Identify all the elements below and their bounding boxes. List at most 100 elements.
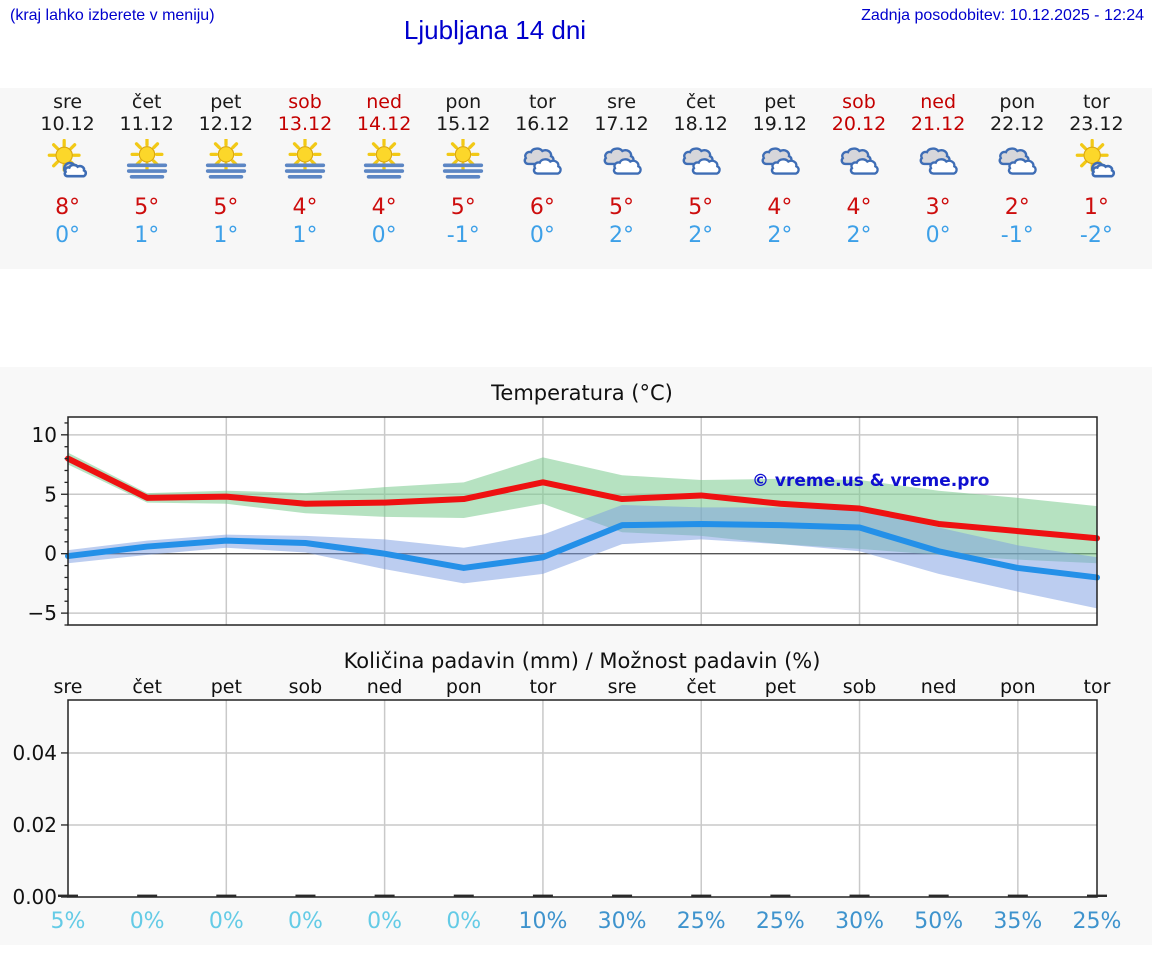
low-temp: -1°	[1000, 223, 1034, 248]
cloudy-icon	[978, 139, 1057, 187]
y-tick-label: −5	[28, 601, 57, 625]
low-temp: 1°	[134, 223, 160, 248]
day-label: pet	[765, 676, 796, 698]
forecast-strip: sre 10.12 8° 0° čet 11.12 5° 1° pet 12.12 5° 1° sob 1…	[0, 88, 1152, 269]
day-date: 22.12	[990, 113, 1045, 135]
high-temp: 5°	[134, 195, 160, 220]
day-label: sre	[54, 676, 83, 698]
day-label: sob	[289, 676, 323, 698]
high-temp: 5°	[688, 195, 714, 220]
high-temp: 1°	[1083, 195, 1109, 220]
day-name: pon	[445, 91, 482, 113]
low-temp: 0°	[925, 223, 951, 248]
cloudy-icon	[661, 139, 740, 187]
precip-bar	[1007, 894, 1028, 897]
y-tick-label: 0.00	[12, 885, 57, 909]
day-date: 17.12	[594, 113, 649, 135]
day-column: ned 21.12 3° 0°	[899, 88, 978, 269]
precip-probability-label: 35%	[993, 909, 1042, 934]
low-temp: -1°	[446, 223, 480, 248]
precip-probability-label: 0%	[446, 909, 481, 934]
low-temp: 2°	[688, 223, 714, 248]
precip-probability-label: 5%	[51, 909, 86, 934]
day-name: sre	[53, 91, 83, 113]
page-title: Ljubljana 14 dni	[403, 15, 587, 45]
day-column: čet 11.12 5° 1°	[107, 88, 186, 269]
precip-bar	[532, 894, 553, 897]
sun-fog-icon	[107, 137, 186, 187]
day-column: sre 10.12 8° 0°	[28, 88, 107, 269]
day-column: sob 20.12 4° 2°	[819, 88, 898, 269]
low-temp: 1°	[292, 223, 318, 248]
day-column: tor 16.12 6° 0°	[503, 88, 582, 269]
high-temp: 4°	[292, 195, 318, 220]
day-label: čet	[686, 676, 716, 698]
low-temp: 0°	[371, 223, 397, 248]
day-column: pet 19.12 4° 2°	[740, 88, 819, 269]
high-temp: 4°	[371, 195, 397, 220]
precip-probability-label: 10%	[518, 909, 567, 934]
day-label: čet	[132, 676, 162, 698]
precip-bar	[928, 894, 949, 897]
cloudy-icon	[503, 139, 582, 187]
high-temp: 3°	[925, 195, 951, 220]
day-date: 15.12	[436, 113, 491, 135]
day-name: sob	[288, 91, 322, 113]
day-date: 11.12	[119, 113, 174, 135]
day-date: 21.12	[910, 113, 966, 135]
temperature-chart-plot: −5 0 5 10 © vreme.us & vreme.pro	[28, 416, 1100, 626]
day-label: ned	[921, 676, 957, 698]
precip-probability-label: 0%	[288, 909, 323, 934]
high-temp: 4°	[767, 195, 793, 220]
day-column: ned 14.12 4° 0°	[345, 88, 424, 269]
day-column: pon 15.12 5° -1°	[424, 88, 503, 269]
day-column: čet 18.12 5° 2°	[661, 88, 740, 269]
precip-bar	[58, 894, 78, 897]
day-column: pon 22.12 2° -1°	[978, 88, 1057, 269]
day-date: 18.12	[673, 113, 728, 135]
day-label: sre	[608, 676, 637, 698]
precipitation-chart: Količina padavin (mm) / Možnost padavin …	[0, 645, 1152, 945]
precip-bar	[691, 894, 712, 897]
low-temp: -2°	[1079, 223, 1113, 248]
day-date: 19.12	[752, 113, 808, 135]
day-label: tor	[529, 676, 556, 698]
last-updated-text: Zadnja posodobitev: 10.12.2025 - 12:24	[861, 7, 1144, 24]
day-date: 16.12	[515, 113, 570, 135]
day-column: pet 12.12 5° 1°	[186, 88, 265, 269]
high-temp: 6°	[529, 195, 555, 220]
day-name: ned	[920, 91, 957, 113]
precip-bar	[295, 894, 316, 897]
precip-bar	[453, 894, 474, 897]
day-date: 20.12	[831, 113, 887, 135]
day-date: 12.12	[198, 113, 254, 135]
cloudy-icon	[740, 139, 819, 187]
cloudy-icon	[819, 139, 898, 187]
day-name: tor	[1082, 91, 1110, 113]
high-temp: 2°	[1004, 195, 1030, 220]
day-name: pet	[764, 91, 796, 113]
day-name: ned	[366, 91, 403, 113]
day-label: sob	[843, 676, 877, 698]
day-date: 13.12	[277, 113, 333, 135]
day-date: 23.12	[1069, 113, 1124, 135]
sun-fog-icon	[186, 137, 265, 187]
day-column: sre 17.12 5° 2°	[582, 88, 661, 269]
low-temp: 0°	[529, 223, 555, 248]
sun-cloud-icon	[28, 138, 107, 187]
sun-fog-icon	[345, 137, 424, 187]
temperature-chart-title: Temperatura (°C)	[491, 381, 673, 405]
precip-probability-label: 50%	[914, 909, 963, 934]
low-temp: 1°	[213, 223, 239, 248]
day-label: pon	[446, 676, 482, 698]
day-name: pet	[210, 91, 242, 113]
precipitation-chart-title: Količina padavin (mm) / Možnost padavin …	[343, 649, 821, 673]
precip-probability-label: 0%	[209, 909, 244, 934]
menu-hint-text: (kraj lahko izberete v meniju)	[10, 7, 215, 24]
cloudy-icon	[899, 139, 978, 187]
day-date: 10.12	[40, 113, 95, 135]
y-tick-label: 5	[44, 482, 57, 506]
day-label: ned	[367, 676, 403, 698]
watermark-text: © vreme.us & vreme.pro	[752, 471, 989, 491]
